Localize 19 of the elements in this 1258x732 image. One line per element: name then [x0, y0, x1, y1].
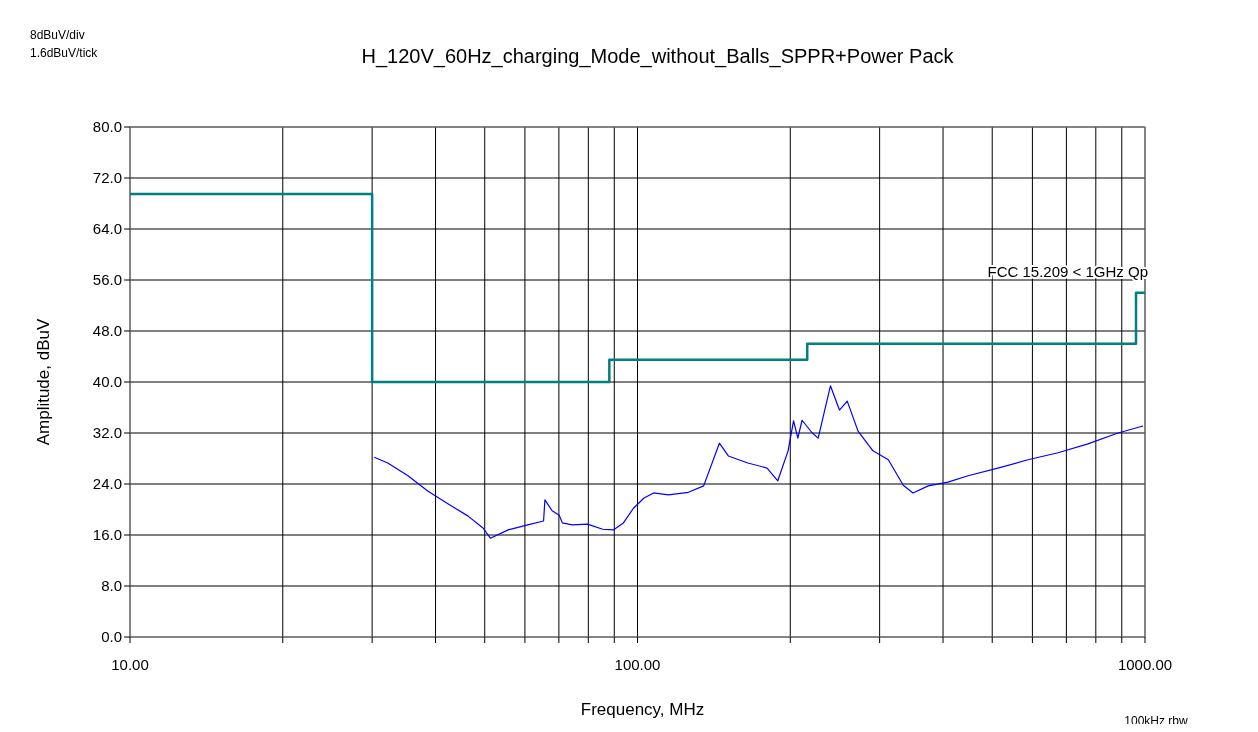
y-tick-label: 64.0	[92, 220, 122, 237]
y-tick-label: 0.0	[101, 628, 122, 645]
x-tick-label: 10.00	[111, 656, 149, 673]
text: 8dBuV/div	[30, 28, 85, 42]
y-tick-label: 48.0	[92, 322, 122, 339]
x-tick-label: 1000.00	[1117, 656, 1173, 673]
y-tick-label: 56.0	[92, 271, 122, 288]
y-axis-title: Amplitude, dBuV	[34, 318, 53, 446]
x-tick-label: 100.00	[614, 656, 661, 673]
y-tick-label: 72.0	[92, 169, 122, 186]
y-tick-label: 16.0	[92, 526, 122, 543]
y-tick-label: 80.0	[92, 118, 122, 135]
y-tick-label: 8.0	[101, 577, 122, 594]
text: 1.6dBuV/tick	[30, 46, 99, 60]
y-tick-label: 32.0	[92, 424, 122, 441]
y-tick-label: 40.0	[92, 373, 122, 390]
y-tick-label: 24.0	[92, 475, 122, 492]
x-axis-title: Frequency, MHz	[580, 700, 705, 719]
chart-title: H_120V_60Hz_charging_Mode_without_Balls_SPPR+Power Pack	[361, 45, 955, 68]
